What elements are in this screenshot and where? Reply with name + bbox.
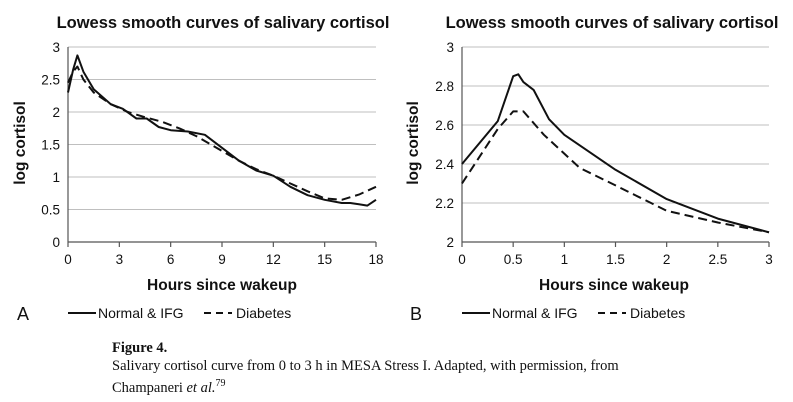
y-tick-label: 2.4: [435, 157, 454, 172]
chart-title: Lowess smooth curves of salivary cortiso…: [57, 14, 390, 32]
chart-panel-b: Lowess smooth curves of salivary cortiso…: [405, 14, 778, 324]
legend-entry: Diabetes: [630, 305, 685, 321]
figure-label: Figure 4.: [112, 340, 168, 356]
y-tick-label: 2.6: [435, 118, 454, 133]
x-tick-label: 18: [368, 252, 383, 267]
y-tick-label: 0.5: [41, 203, 60, 218]
x-tick-label: 0.5: [504, 252, 523, 267]
caption-author: Champaneri: [112, 379, 187, 396]
x-tick-label: 12: [266, 252, 281, 267]
figure-caption: Figure 4. Salivary cortisol curve from 0…: [112, 339, 752, 397]
x-tick-label: 2: [663, 252, 671, 267]
legend-entry: Diabetes: [236, 305, 291, 321]
caption-etal: et al.: [186, 379, 216, 396]
x-axis-title: Hours since wakeup: [539, 277, 689, 294]
series-line-diabetes: [461, 110, 770, 234]
y-tick-label: 3: [52, 40, 60, 55]
chart-panel-a: Lowess smooth curves of salivary cortiso…: [12, 14, 389, 324]
y-axis-title: log cortisol: [405, 101, 422, 185]
y-tick-label: 2.5: [41, 73, 60, 88]
x-tick-label: 9: [218, 252, 226, 267]
caption-citation: Champaneri et al.79: [112, 375, 752, 397]
y-tick-label: 2.2: [435, 196, 454, 211]
panel-label: B: [410, 304, 422, 324]
x-axis-title: Hours since wakeup: [147, 277, 297, 294]
caption-text: Salivary cortisol curve from 0 to 3 h in…: [112, 358, 619, 374]
series-line-normal-ifg: [67, 54, 377, 207]
series-line-normal-ifg: [461, 73, 770, 234]
legend-entry: Normal & IFG: [492, 305, 578, 321]
x-tick-label: 6: [167, 252, 175, 267]
y-tick-label: 0: [52, 235, 60, 250]
x-tick-label: 1.5: [606, 252, 625, 267]
x-tick-label: 0: [64, 252, 72, 267]
series-line-diabetes: [67, 65, 377, 201]
x-tick-label: 15: [317, 252, 332, 267]
x-tick-label: 3: [765, 252, 773, 267]
x-tick-label: 2.5: [708, 252, 727, 267]
panel-label: A: [17, 304, 29, 324]
x-tick-label: 0: [458, 252, 466, 267]
y-tick-label: 1.5: [41, 138, 60, 153]
caption-ref: 79: [215, 378, 226, 389]
legend: Normal & IFG Diabetes: [462, 305, 685, 321]
y-tick-label: 2: [52, 105, 60, 120]
chart-title: Lowess smooth curves of salivary cortiso…: [446, 14, 779, 32]
legend: Normal & IFG Diabetes: [68, 305, 291, 321]
x-tick-label: 1: [561, 252, 569, 267]
y-tick-label: 2: [446, 235, 454, 250]
y-axis-title: log cortisol: [12, 101, 29, 185]
figure-canvas: Lowess smooth curves of salivary cortiso…: [12, 14, 778, 324]
x-tick-label: 3: [116, 252, 124, 267]
y-tick-label: 1: [52, 170, 60, 185]
legend-entry: Normal & IFG: [98, 305, 184, 321]
y-tick-label: 3: [446, 40, 454, 55]
y-tick-label: 2.8: [435, 79, 454, 94]
